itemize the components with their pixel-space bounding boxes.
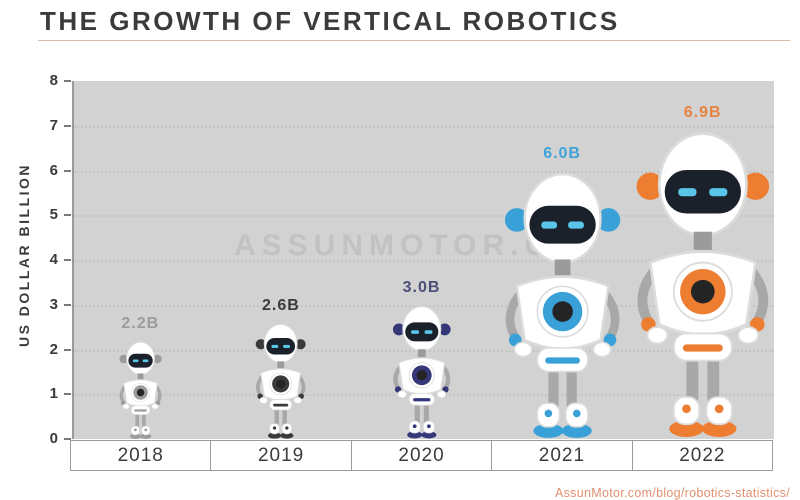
- gridline-5: [74, 215, 774, 218]
- gridline-6: [74, 170, 774, 173]
- y-tick-mark-5: [64, 214, 71, 217]
- y-tick-label-8: 8: [49, 72, 58, 89]
- y-tick-label-1: 1: [49, 385, 58, 403]
- y-tick-mark-1: [64, 393, 71, 396]
- y-tick-label-7: 7: [49, 116, 58, 134]
- source-link[interactable]: AssunMotor.com/blog/robotics-statistics/: [555, 486, 790, 500]
- robot-2020: [391, 305, 453, 439]
- x-tick-2020: 2020: [350, 440, 493, 471]
- y-tick-mark-6: [64, 169, 71, 172]
- value-label-2019: 2.6B: [261, 296, 300, 314]
- y-tick-label-6: 6: [49, 161, 58, 179]
- robot-2018: [118, 341, 163, 439]
- gridline-7: [74, 125, 774, 128]
- y-tick-mark-2: [64, 348, 71, 351]
- x-axis: 2018 2019 2020 2021 2022: [70, 440, 774, 471]
- y-tick-mark-8: [64, 80, 71, 82]
- y-tick-mark-4: [64, 259, 71, 261]
- gridline-3: [74, 304, 774, 307]
- page-title: THE GROWTH OF VERTICAL ROBOTICS: [40, 6, 620, 36]
- gridline-4: [74, 260, 774, 262]
- y-tick-label-2: 2: [49, 340, 58, 358]
- y-tick-label-0: 0: [49, 430, 58, 447]
- robot-2021: [501, 171, 624, 440]
- robot-2022: [632, 130, 774, 439]
- y-tick-mark-3: [64, 303, 71, 306]
- y-tick-label-3: 3: [49, 295, 58, 313]
- value-label-2020: 3.0B: [402, 278, 441, 296]
- y-tick-mark-7: [64, 124, 71, 127]
- y-tick-label-4: 4: [49, 251, 58, 268]
- x-tick-2022: 2022: [631, 440, 774, 471]
- value-label-2018: 2.2B: [121, 314, 160, 332]
- x-tick-2018: 2018: [70, 440, 212, 471]
- y-tick-label-5: 5: [49, 206, 58, 224]
- watermark: ASSUNMOTOR.CO: [234, 229, 582, 262]
- y-tick-mark-0: [64, 438, 71, 440]
- value-label-2022: 6.9B: [683, 104, 722, 122]
- title-underline: [38, 40, 790, 41]
- robot-2019: [254, 323, 307, 439]
- x-tick-2019: 2019: [210, 440, 352, 471]
- x-tick-2021: 2021: [491, 440, 633, 471]
- value-label-2021: 6.0B: [543, 144, 581, 162]
